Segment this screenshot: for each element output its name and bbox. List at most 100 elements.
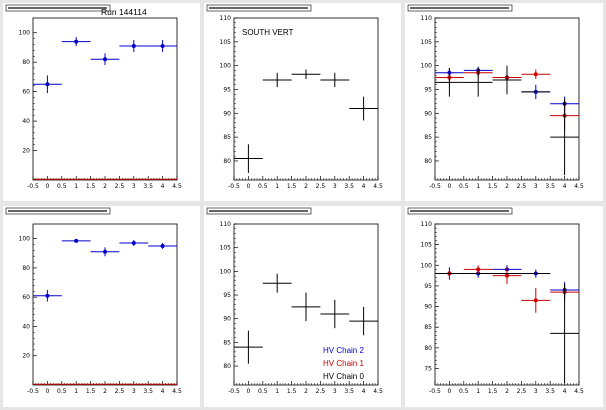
plot-svg: -0.5 0 0.5 1 1.5 2 2.5 3 3.5 4 4.5 80 85 90 95 100 105 11… [206,4,383,190]
data-point-marker [131,241,136,246]
plot-pad-6: -0.5 0 0.5 1 1.5 2 2.5 3 3.5 4 4.5 75 80 85 90 95 100 105… [405,206,603,407]
y-tick-label: 85 [223,339,231,346]
x-tick-label: 0.5 [57,388,67,395]
y-tick-label: 110 [220,221,232,228]
x-tick-label: 1 [74,183,78,190]
legend-entry: HV Chain 1 [323,359,364,368]
x-tick-label: 4.5 [574,388,584,395]
data-point-marker [533,298,538,303]
x-tick-label: 4 [161,388,165,395]
x-tick-label: 2 [103,388,107,395]
y-tick-label: 110 [421,221,433,228]
x-tick-label: -0.5 [228,183,240,190]
x-tick-label: 2 [505,183,509,190]
plot-frame [434,17,580,181]
legend-entry: HV Chain 2 [323,346,364,355]
y-tick-label: 20 [22,148,30,155]
x-tick-label: 0.5 [57,183,67,190]
plot-pad-3: -0.5 0 0.5 1 1.5 2 2.5 3 3.5 4 4.5 80 85 90 95 100 105 11… [405,3,603,201]
plot-frame [434,223,580,386]
x-tick-label: 2 [505,388,509,395]
y-tick-label: 85 [424,324,432,331]
x-tick-label: 3.5 [545,183,555,190]
x-tick-label: 1 [476,183,480,190]
y-tick-label: 100 [421,262,433,269]
y-tick-label: 85 [424,134,432,141]
y-tick-label: 40 [22,118,30,125]
plot-svg: -0.5 0 0.5 1 1.5 2 2.5 3 3.5 4 4.5 80 85 90 95 100 105 11… [206,207,383,395]
x-tick-label: 3.5 [545,388,555,395]
x-tick-label: 0 [447,388,451,395]
y-tick-label: 80 [424,158,432,165]
x-tick-label: 2 [304,388,308,395]
x-tick-label: 3 [534,388,538,395]
data-point-marker [103,57,107,62]
x-tick-label: 1.5 [488,388,498,395]
y-tick-label: 80 [424,345,432,352]
x-tick-label: 4.5 [172,388,182,395]
y-tick-label: 100 [19,236,31,243]
y-tick-label: 100 [220,268,232,275]
y-tick-label: 80 [223,158,231,165]
x-tick-label: 0.5 [459,388,469,395]
y-tick-label: 85 [223,134,231,141]
y-tick-label: 105 [220,245,232,252]
x-tick-label: 0.5 [258,183,268,190]
y-tick-label: 60 [22,294,30,301]
legend-entry: HV Chain 0 [323,372,364,381]
y-tick-label: 95 [424,283,432,290]
x-tick-label: 1 [74,388,78,395]
y-tick-label: 95 [223,86,231,93]
data-point-marker [103,249,107,254]
plot-pad-5: -0.5 0 0.5 1 1.5 2 2.5 3 3.5 4 4.5 80 85 90 95 100 105 11… [204,206,401,407]
x-tick-label: 0 [45,183,49,190]
y-tick-label: 60 [22,89,30,96]
x-tick-label: 2.5 [115,388,125,395]
x-tick-label: 3 [132,388,136,395]
x-tick-label: 3 [333,388,337,395]
data-point-marker [533,72,538,77]
x-tick-label: 1 [275,388,279,395]
data-point-marker [74,238,79,243]
series-3 [435,273,579,383]
y-tick-label: 105 [421,242,433,249]
y-tick-label: 100 [421,63,433,70]
data-point-marker [160,243,165,248]
plot-frame [233,17,379,181]
x-tick-label: 2.5 [517,388,527,395]
data-point-marker [45,82,50,87]
x-tick-label: 2.5 [316,388,326,395]
plot-frame [32,17,178,181]
y-tick-label: 95 [424,86,432,93]
plot-svg: -0.5 0 0.5 1 1.5 2 2.5 3 3.5 4 4.5 20 40 60 80 100 Run 1… [5,4,182,190]
y-tick-label: 90 [424,304,432,311]
data-point-marker [160,43,165,48]
plot-annotation: SOUTH VERT [242,28,294,37]
x-tick-label: 0.5 [459,183,469,190]
x-tick-label: 4 [563,388,567,395]
x-tick-label: 1.5 [287,183,297,190]
x-tick-label: 0.5 [258,388,268,395]
x-tick-label: 1 [275,183,279,190]
data-point-marker [505,273,509,278]
y-tick-label: 100 [19,30,31,37]
x-tick-label: 1.5 [86,388,96,395]
x-tick-label: 4.5 [574,183,584,190]
x-tick-label: 2 [304,183,308,190]
x-tick-label: -0.5 [429,183,441,190]
x-tick-label: 3 [333,183,337,190]
data-point-marker [74,39,79,44]
x-tick-label: -0.5 [429,388,441,395]
y-tick-label: 110 [220,15,232,22]
x-tick-label: -0.5 [228,388,240,395]
x-tick-label: 3 [132,183,136,190]
x-tick-label: 4.5 [172,183,182,190]
y-tick-label: 90 [424,110,432,117]
y-tick-label: 80 [22,59,30,66]
y-tick-label: 75 [424,365,432,372]
plot-pad-4: -0.5 0 0.5 1 1.5 2 2.5 3 3.5 4 4.5 20 40 60 80 100 [3,206,200,407]
plot-svg: -0.5 0 0.5 1 1.5 2 2.5 3 3.5 4 4.5 20 40 60 80 100 [5,207,182,395]
x-tick-label: -0.5 [27,183,39,190]
x-tick-label: 4.5 [373,388,383,395]
plot-pad-1: -0.5 0 0.5 1 1.5 2 2.5 3 3.5 4 4.5 20 40 60 80 100 Run 1… [3,3,200,201]
